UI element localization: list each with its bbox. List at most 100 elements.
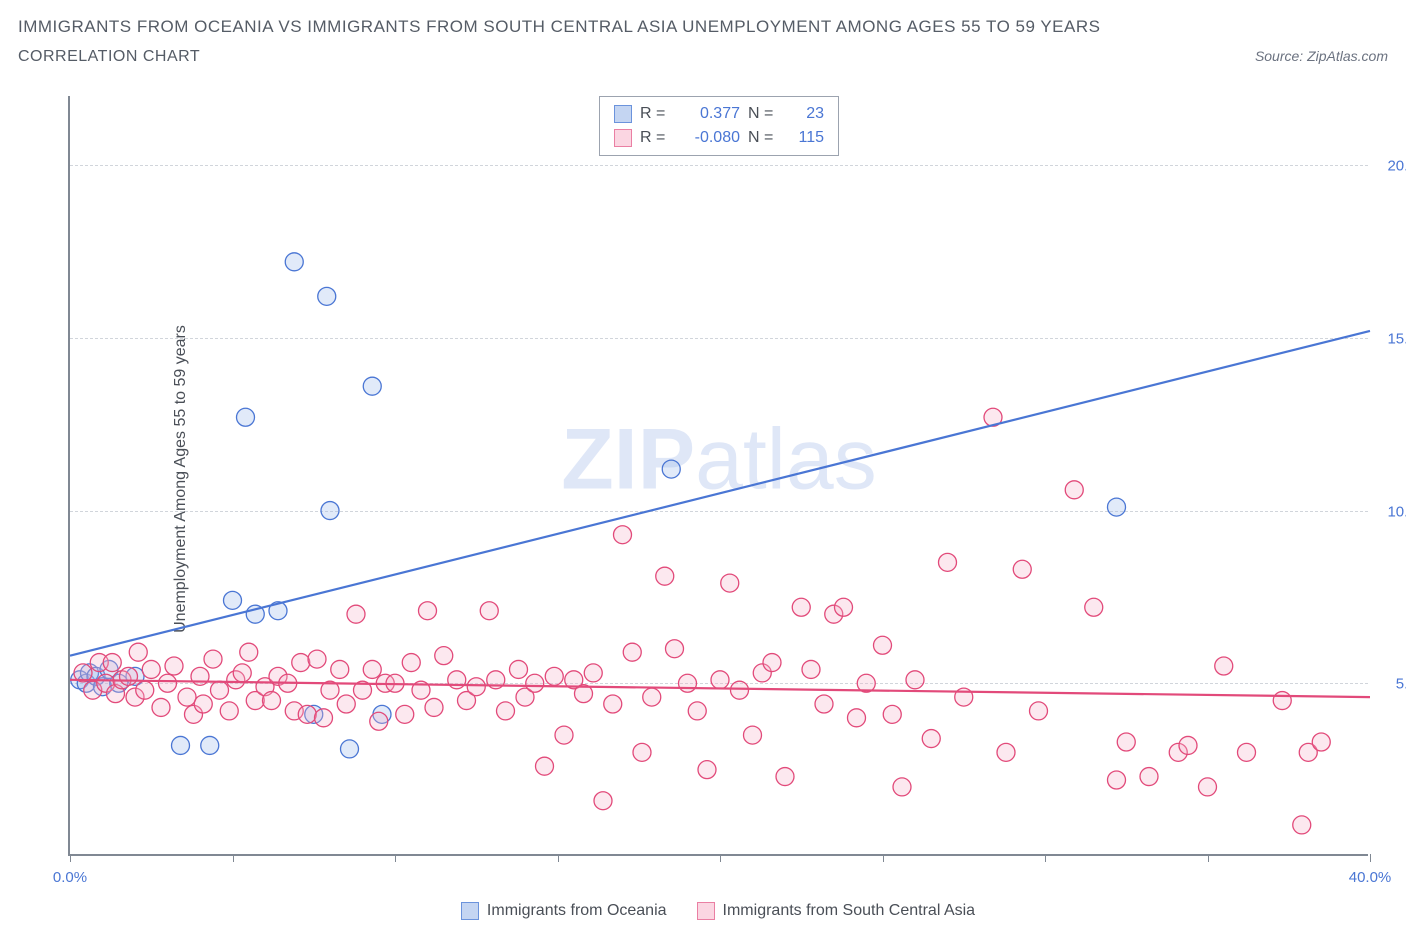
data-point-series-1 (1117, 733, 1135, 751)
data-point-series-1 (1273, 692, 1291, 710)
data-point-series-1 (545, 667, 563, 685)
y-tick-label: 10.0% (1374, 503, 1406, 520)
y-tick-label: 20.0% (1374, 158, 1406, 175)
data-point-series-1 (1215, 657, 1233, 675)
data-point-series-1 (1238, 743, 1256, 761)
legend-bottom: Immigrants from Oceania Immigrants from … (68, 902, 1368, 920)
data-point-series-0 (224, 591, 242, 609)
data-point-series-1 (298, 705, 316, 723)
data-point-series-1 (939, 553, 957, 571)
n-label: N = (748, 126, 780, 150)
data-point-series-1 (467, 678, 485, 696)
source-label: Source: ZipAtlas.com (1255, 48, 1388, 64)
data-point-series-1 (763, 654, 781, 672)
data-point-series-1 (1293, 816, 1311, 834)
data-point-series-1 (194, 695, 212, 713)
data-point-series-1 (370, 712, 388, 730)
data-point-series-1 (731, 681, 749, 699)
data-point-series-1 (263, 692, 281, 710)
data-point-series-1 (623, 643, 641, 661)
data-point-series-1 (152, 698, 170, 716)
r-value-0: 0.377 (680, 102, 740, 126)
data-point-series-1 (1108, 771, 1126, 789)
data-point-series-1 (233, 664, 251, 682)
data-point-series-1 (835, 598, 853, 616)
data-point-series-1 (337, 695, 355, 713)
data-point-series-0 (201, 736, 219, 754)
r-value-1: -0.080 (680, 126, 740, 150)
data-point-series-1 (240, 643, 258, 661)
data-point-series-1 (555, 726, 573, 744)
data-point-series-0 (341, 740, 359, 758)
data-point-series-1 (614, 526, 632, 544)
data-point-series-1 (308, 650, 326, 668)
data-point-series-1 (292, 654, 310, 672)
swatch-series-1 (697, 902, 715, 920)
r-label: R = (640, 102, 672, 126)
chart-area: 5.0%10.0%15.0%20.0% 0.0%40.0% ZIPatlas R… (68, 96, 1368, 856)
data-point-series-0 (1108, 498, 1126, 516)
data-point-series-0 (318, 287, 336, 305)
data-point-series-1 (1140, 768, 1158, 786)
data-point-series-1 (129, 643, 147, 661)
data-point-series-1 (396, 705, 414, 723)
data-point-series-1 (874, 636, 892, 654)
data-point-series-1 (721, 574, 739, 592)
data-point-series-1 (698, 761, 716, 779)
swatch-series-0 (614, 105, 632, 123)
data-point-series-1 (1030, 702, 1048, 720)
data-point-series-1 (883, 705, 901, 723)
data-point-series-1 (848, 709, 866, 727)
stats-row-series-0: R = 0.377 N = 23 (614, 102, 824, 126)
data-point-series-1 (594, 792, 612, 810)
data-point-series-1 (136, 681, 154, 699)
data-point-series-1 (666, 640, 684, 658)
scatter-plot (70, 96, 1370, 856)
data-point-series-1 (363, 660, 381, 678)
n-value-1: 115 (788, 126, 824, 150)
r-label: R = (640, 126, 672, 150)
data-point-series-1 (204, 650, 222, 668)
data-point-series-1 (744, 726, 762, 744)
data-point-series-0 (237, 408, 255, 426)
data-point-series-1 (347, 605, 365, 623)
y-tick-label: 15.0% (1374, 330, 1406, 347)
data-point-series-1 (331, 660, 349, 678)
data-point-series-1 (802, 660, 820, 678)
x-tick-label: 0.0% (53, 869, 87, 886)
chart-title: IMMIGRANTS FROM OCEANIA VS IMMIGRANTS FR… (18, 14, 1388, 40)
data-point-series-1 (1065, 481, 1083, 499)
swatch-series-0 (461, 902, 479, 920)
data-point-series-1 (419, 602, 437, 620)
data-point-series-1 (1199, 778, 1217, 796)
legend-item-1: Immigrants from South Central Asia (697, 902, 976, 920)
data-point-series-1 (480, 602, 498, 620)
data-point-series-1 (103, 654, 121, 672)
n-label: N = (748, 102, 780, 126)
data-point-series-1 (526, 674, 544, 692)
data-point-series-1 (178, 688, 196, 706)
data-point-series-1 (688, 702, 706, 720)
data-point-series-0 (662, 460, 680, 478)
data-point-series-1 (159, 674, 177, 692)
data-point-series-1 (776, 768, 794, 786)
data-point-series-1 (643, 688, 661, 706)
data-point-series-1 (893, 778, 911, 796)
data-point-series-1 (1312, 733, 1330, 751)
data-point-series-1 (711, 671, 729, 689)
data-point-series-1 (584, 664, 602, 682)
data-point-series-1 (1085, 598, 1103, 616)
legend-item-0: Immigrants from Oceania (461, 902, 667, 920)
data-point-series-1 (165, 657, 183, 675)
data-point-series-1 (679, 674, 697, 692)
plot-frame: 5.0%10.0%15.0%20.0% 0.0%40.0% ZIPatlas R… (68, 96, 1368, 856)
trend-line-series-0 (70, 331, 1370, 656)
data-point-series-1 (510, 660, 528, 678)
data-point-series-1 (435, 647, 453, 665)
y-tick-label: 5.0% (1374, 676, 1406, 693)
x-tick (1370, 854, 1371, 862)
data-point-series-1 (315, 709, 333, 727)
data-point-series-1 (656, 567, 674, 585)
data-point-series-1 (997, 743, 1015, 761)
legend-label-1: Immigrants from South Central Asia (723, 902, 976, 920)
